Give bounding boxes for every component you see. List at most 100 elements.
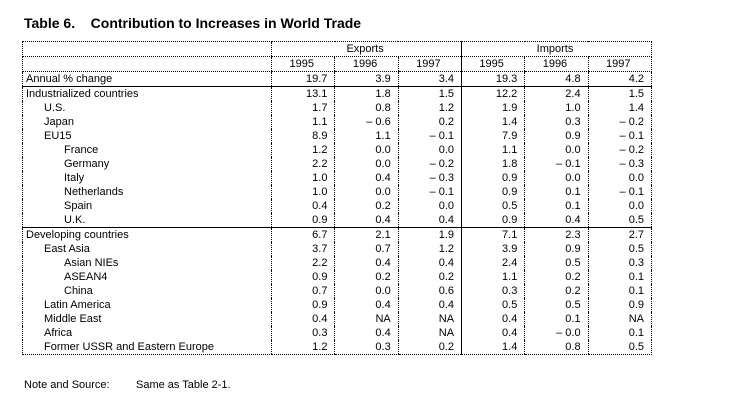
value-cell: 2.2 [271,157,335,171]
row-label: Former USSR and Eastern Europe [21,340,272,355]
value-cell: 0.3 [334,340,399,355]
value-cell: – 0.1 [397,185,462,199]
value-cell: 0.2 [334,270,399,284]
value-cell: 0.7 [271,284,335,298]
row-label: U.K. [21,213,272,228]
value-cell: 0.0 [587,171,653,185]
table-row: China 0.7 0.0 0.6 0.3 0.2 0.1 [21,284,653,298]
value-cell: 0.8 [334,101,399,115]
value-cell: 1.2 [397,101,462,115]
value-cell: 0.0 [334,157,399,171]
value-cell: 0.2 [524,270,589,284]
value-cell: 0.5 [461,199,525,213]
value-cell: 3.9 [334,71,399,87]
table-row: France 1.2 0.0 0.0 1.1 0.0– 0.2 [21,143,653,157]
row-label: Latin America [21,298,272,312]
group-header-row: Exports Imports [21,41,652,57]
row-label: ASEAN4 [21,270,272,284]
value-cell: 0.4 [397,298,462,312]
value-cell: NA [334,312,399,326]
value-cell: – 0.1 [524,157,589,171]
value-cell: 0.9 [461,213,525,228]
value-cell: 12.2 [461,86,525,101]
value-cell: 0.3 [461,284,525,298]
note-label: Note and Source: [24,379,110,391]
table-row: U.S. 1.7 0.8 1.2 1.9 1.0 1.4 [21,101,653,115]
value-cell: 0.2 [334,199,399,213]
value-cell: 0.0 [524,171,589,185]
table-row: Germany 2.2 0.0– 0.2 1.8– 0.1– 0.3 [21,157,653,171]
table-row: Spain 0.4 0.2 0.0 0.5 0.1 0.0 [21,199,653,213]
value-cell: 0.9 [271,213,335,228]
table-row: Annual % change 19.7 3.9 3.4 19.3 4.8 4.2 [21,71,653,87]
value-cell: 0.5 [587,213,653,228]
value-cell: 0.4 [334,326,399,340]
year-header-imports-1996: 1996 [524,56,589,72]
value-cell: 0.6 [397,284,462,298]
table-row: Middle East 0.4 NA NA 0.4 0.1 NA [21,312,653,326]
row-label: Asian NIEs [21,256,272,270]
value-cell: 1.8 [461,157,525,171]
table-row: Netherlands 1.0 0.0– 0.1 0.9 0.1– 0.1 [21,185,653,199]
table-note: Note and Source: Same as Table 2-1. [24,379,231,391]
row-label: France [21,143,272,157]
year-header-exports-1995: 1995 [271,56,335,72]
value-cell: 2.1 [334,227,399,242]
value-cell: 13.1 [271,86,335,101]
corner-cell [21,56,272,72]
value-cell: 2.3 [524,227,589,242]
year-header-exports-1996: 1996 [334,56,399,72]
value-cell: – 0.2 [587,143,653,157]
value-cell: – 0.3 [587,157,653,171]
row-label: EU15 [21,129,272,143]
row-label: U.S. [21,101,272,115]
value-cell: 0.9 [461,171,525,185]
value-cell: 0.4 [271,312,335,326]
row-label: Middle East [21,312,272,326]
value-cell: 2.7 [587,227,653,242]
value-cell: 2.4 [524,86,589,101]
value-cell: 0.4 [524,213,589,228]
value-cell: 0.1 [587,270,653,284]
value-cell: 0.0 [524,143,589,157]
value-cell: 0.4 [461,326,525,340]
value-cell: NA [397,312,462,326]
row-label: Spain [21,199,272,213]
table-row: Japan 1.1– 0.6 0.2 1.4 0.3– 0.2 [21,115,653,129]
value-cell: 0.2 [397,270,462,284]
year-header-imports-1995: 1995 [461,56,525,72]
value-cell: 1.2 [397,242,462,256]
value-cell: 0.2 [397,340,462,355]
value-cell: 1.0 [524,101,589,115]
row-label: Industrialized countries [21,86,272,101]
world-trade-table: Exports Imports 1995 1996 1997 1995 1996… [21,41,653,355]
value-cell: 0.9 [524,129,589,143]
value-cell: – 0.0 [524,326,589,340]
value-cell: – 0.2 [397,157,462,171]
row-label: Japan [21,115,272,129]
value-cell: 0.0 [334,284,399,298]
imports-header: Imports [461,41,652,57]
value-cell: 1.4 [587,101,653,115]
value-cell: 0.1 [587,326,653,340]
value-cell: 0.1 [524,312,589,326]
value-cell: 1.2 [271,143,335,157]
value-cell: 8.9 [271,129,335,143]
value-cell: 7.1 [461,227,525,242]
corner-cell [21,41,272,57]
value-cell: 0.4 [334,171,399,185]
value-cell: 1.1 [461,143,525,157]
value-cell: – 0.3 [397,171,462,185]
value-cell: 0.4 [334,256,399,270]
value-cell: 0.8 [524,340,589,355]
value-cell: 1.1 [271,115,335,129]
value-cell: 0.2 [397,115,462,129]
value-cell: 0.5 [587,242,653,256]
value-cell: 0.9 [587,298,653,312]
value-cell: 0.4 [461,312,525,326]
value-cell: 0.5 [524,256,589,270]
value-cell: 2.4 [461,256,525,270]
value-cell: 4.8 [524,71,589,87]
value-cell: 0.3 [587,256,653,270]
table-row: U.K. 0.9 0.4 0.4 0.9 0.4 0.5 [21,213,653,228]
